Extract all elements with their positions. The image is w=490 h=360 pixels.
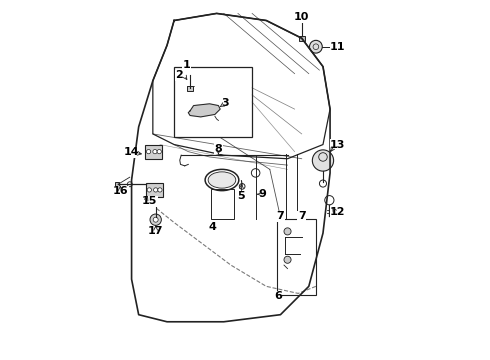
Text: 16: 16 (112, 186, 128, 196)
Bar (277, 219, 316, 295)
Bar (145, 145, 162, 159)
Text: 7: 7 (276, 211, 284, 221)
Circle shape (284, 256, 291, 263)
Text: 2: 2 (175, 71, 183, 80)
Circle shape (284, 228, 291, 235)
Text: 8: 8 (215, 144, 222, 154)
Text: 6: 6 (274, 291, 282, 301)
Text: 7: 7 (298, 211, 306, 221)
Circle shape (153, 188, 158, 192)
Circle shape (310, 40, 322, 53)
Circle shape (153, 217, 158, 222)
Text: 4: 4 (208, 222, 216, 232)
Circle shape (153, 149, 157, 154)
Circle shape (127, 182, 132, 187)
Text: 5: 5 (238, 191, 245, 201)
Bar (187, 86, 193, 91)
Bar (115, 182, 119, 186)
Text: 3: 3 (221, 98, 229, 108)
Circle shape (147, 188, 151, 192)
Circle shape (147, 149, 151, 154)
Bar (211, 189, 234, 219)
Text: 11: 11 (330, 42, 345, 52)
Circle shape (157, 149, 161, 154)
Text: 14: 14 (124, 147, 139, 157)
Circle shape (150, 214, 161, 225)
Text: 9: 9 (258, 189, 266, 199)
Text: 15: 15 (142, 196, 157, 206)
Text: 10: 10 (294, 12, 309, 22)
Ellipse shape (208, 172, 236, 188)
Text: 13: 13 (330, 140, 345, 149)
Bar (299, 36, 305, 41)
Circle shape (158, 188, 162, 192)
Text: 12: 12 (330, 207, 345, 217)
Bar (146, 183, 163, 197)
Circle shape (312, 150, 334, 171)
Bar (174, 67, 252, 138)
Text: 1: 1 (183, 60, 191, 70)
Polygon shape (188, 104, 220, 117)
Text: 17: 17 (148, 226, 164, 237)
